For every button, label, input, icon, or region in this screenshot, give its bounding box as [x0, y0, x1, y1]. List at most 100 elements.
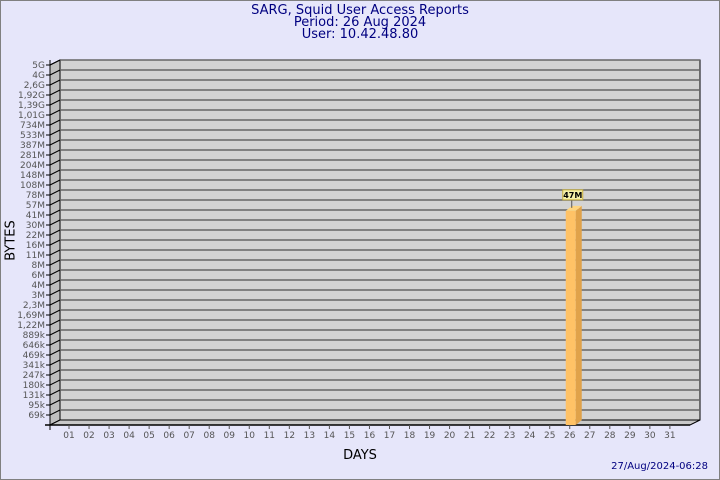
- x-tick-label: 16: [364, 431, 376, 441]
- bar-side: [575, 205, 582, 425]
- y-tick-diag: [49, 339, 61, 346]
- y-tick-diag: [49, 239, 61, 246]
- x-tick-label: 10: [244, 431, 256, 441]
- y-tick-diag: [49, 299, 61, 306]
- y-tick-label: 131k: [23, 391, 46, 401]
- y-tick-diag: [49, 309, 61, 316]
- y-tick-label: 180k: [23, 381, 46, 391]
- timestamp: 27/Aug/2024-06:28: [611, 461, 708, 472]
- y-tick-label: 108M: [20, 181, 45, 191]
- y-tick-diag: [49, 229, 61, 236]
- y-tick-diag: [49, 389, 61, 396]
- y-tick-label: 95k: [28, 401, 45, 411]
- y-tick-diag: [49, 359, 61, 366]
- y-tick-label: 1,92G: [18, 91, 45, 101]
- chart-user: User: 10.42.48.80: [301, 27, 419, 42]
- y-tick-diag: [49, 79, 61, 86]
- bar: [565, 210, 576, 425]
- x-tick-label: 23: [504, 431, 515, 441]
- x-tick-label: 19: [424, 431, 436, 441]
- y-tick-label: 2,6G: [24, 81, 45, 91]
- x-tick-label: 30: [644, 431, 656, 441]
- y-tick-label: 2,3M: [23, 301, 45, 311]
- y-tick-label: 204M: [20, 161, 45, 171]
- y-tick-diag: [49, 109, 61, 116]
- y-tick-label: 247k: [23, 371, 46, 381]
- y-tick-diag: [49, 129, 61, 136]
- x-tick-label: 22: [484, 431, 495, 441]
- y-tick-label: 387M: [20, 141, 45, 151]
- bar-top: [565, 205, 582, 211]
- y-tick-diag: [49, 409, 61, 416]
- y-tick-label: 6M: [32, 271, 46, 281]
- x-tick-label: 29: [624, 431, 636, 441]
- x-tick-label: 28: [604, 431, 616, 441]
- y-tick-diag: [49, 149, 61, 156]
- x-tick-label: 12: [284, 431, 295, 441]
- y-tick-label: 8M: [32, 261, 46, 271]
- y-tick-label: 78M: [26, 191, 45, 201]
- data-label-box: [562, 189, 584, 201]
- y-tick-label: 1,69M: [17, 311, 45, 321]
- x-tick-label: 09: [224, 431, 236, 441]
- x-tick-label: 07: [183, 431, 194, 441]
- y-tick-label: 533M: [20, 131, 45, 141]
- y-tick-label: 22M: [26, 231, 45, 241]
- chart-title: SARG, Squid User Access Reports: [251, 3, 469, 18]
- y-tick-label: 281M: [20, 151, 45, 161]
- y-tick-diag: [49, 289, 61, 296]
- x-tick-label: 08: [203, 431, 215, 441]
- y-tick-diag: [49, 329, 61, 336]
- x-tick-label: 20: [444, 431, 456, 441]
- y-tick-label: 11M: [26, 251, 45, 261]
- x-tick-label: 03: [103, 431, 114, 441]
- chart-period: Period: 26 Aug 2024: [293, 15, 427, 30]
- y-tick-label: 4G: [32, 71, 45, 81]
- y-tick-label: 3M: [32, 291, 46, 301]
- x-tick-label: 02: [83, 431, 94, 441]
- y-tick-diag: [49, 349, 61, 356]
- y-tick-diag: [49, 159, 61, 166]
- y-tick-diag: [49, 249, 61, 256]
- y-tick-diag: [49, 319, 61, 326]
- y-tick-label: 1,22M: [17, 321, 45, 331]
- y-tick-diag: [49, 369, 61, 376]
- y-tick-label: 41M: [26, 211, 45, 221]
- y-tick-label: 69k: [28, 411, 45, 421]
- y-tick-diag: [49, 199, 61, 206]
- y-tick-label: 4M: [32, 281, 46, 291]
- x-tick-label: 06: [163, 431, 175, 441]
- y-tick-label: 16M: [26, 241, 45, 251]
- y-tick-diag: [49, 179, 61, 186]
- y-tick-diag: [49, 279, 61, 286]
- y-tick-diag: [49, 169, 61, 176]
- x-tick-label: 25: [544, 431, 555, 441]
- y-tick-label: 646k: [23, 341, 46, 351]
- data-label: 47M: [563, 191, 582, 200]
- y-tick-label: 469k: [23, 351, 46, 361]
- y-tick-diag: [49, 379, 61, 386]
- y-tick-label: 734M: [20, 121, 45, 131]
- x-tick-label: 01: [63, 431, 74, 441]
- x-tick-label: 17: [384, 431, 395, 441]
- y-tick-label: 57M: [26, 201, 45, 211]
- y-tick-diag: [49, 269, 61, 276]
- x-tick-label: 14: [324, 431, 336, 441]
- x-axis-label: DAYS: [343, 448, 377, 463]
- x-tick-label: 04: [123, 431, 135, 441]
- y-tick-diag: [49, 259, 61, 266]
- y-tick-diag: [49, 69, 61, 76]
- y-tick-label: 889k: [23, 331, 46, 341]
- x-tick-label: 31: [664, 431, 675, 441]
- y-tick-diag: [49, 59, 61, 66]
- y-tick-label: 341k: [23, 361, 46, 371]
- y-tick-diag: [49, 399, 61, 406]
- y-tick-label: 30M: [26, 221, 45, 231]
- y-tick-diag: [49, 89, 61, 96]
- x-tick-label: 26: [564, 431, 576, 441]
- x-tick-label: 27: [584, 431, 595, 441]
- y-tick-diag: [49, 139, 61, 146]
- y-tick-diag: [49, 219, 61, 226]
- y-tick-label: 1,01G: [18, 111, 45, 121]
